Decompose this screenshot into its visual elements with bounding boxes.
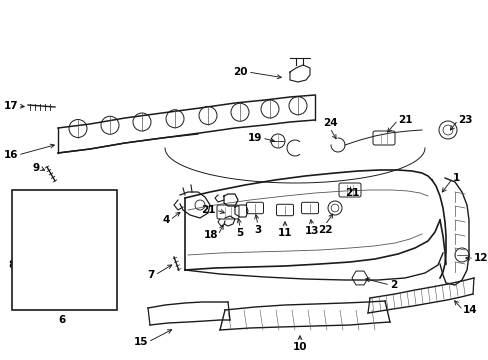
- Text: 18: 18: [203, 230, 218, 240]
- Text: 6: 6: [58, 315, 65, 325]
- Text: 22: 22: [317, 225, 331, 235]
- FancyBboxPatch shape: [217, 205, 239, 219]
- Text: 17: 17: [3, 101, 18, 111]
- Text: 5: 5: [236, 228, 243, 238]
- Text: 21: 21: [397, 115, 412, 125]
- Text: 20: 20: [233, 67, 247, 77]
- Text: 10: 10: [292, 342, 306, 352]
- Text: 3: 3: [254, 225, 261, 235]
- Text: 8: 8: [9, 260, 16, 270]
- Text: 2: 2: [389, 280, 396, 290]
- Text: 13: 13: [304, 226, 319, 236]
- Text: 12: 12: [473, 253, 488, 263]
- Text: 16: 16: [3, 150, 18, 160]
- Text: 21: 21: [344, 188, 359, 198]
- FancyBboxPatch shape: [246, 202, 263, 214]
- Text: 11: 11: [277, 228, 292, 238]
- Text: 15: 15: [133, 337, 148, 347]
- Text: 1: 1: [452, 173, 459, 183]
- FancyBboxPatch shape: [372, 131, 394, 145]
- Text: 21: 21: [201, 205, 216, 215]
- Text: 14: 14: [462, 305, 477, 315]
- FancyBboxPatch shape: [338, 183, 360, 197]
- Text: 4: 4: [163, 215, 170, 225]
- FancyBboxPatch shape: [301, 202, 318, 214]
- Text: 24: 24: [322, 118, 337, 128]
- Text: 9: 9: [33, 163, 40, 173]
- Text: 23: 23: [457, 115, 471, 125]
- FancyBboxPatch shape: [276, 204, 293, 216]
- Text: 7: 7: [147, 270, 155, 280]
- Text: 19: 19: [247, 133, 262, 143]
- FancyBboxPatch shape: [12, 190, 117, 310]
